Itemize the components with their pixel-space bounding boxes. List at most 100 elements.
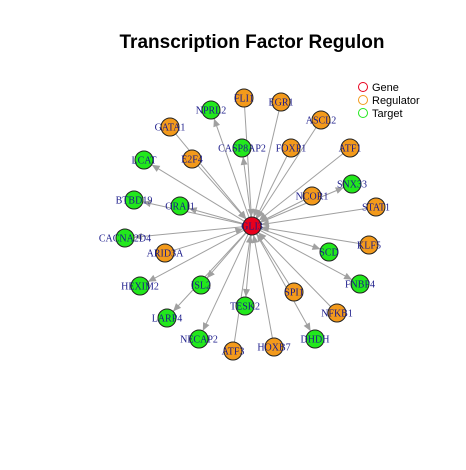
edge-gene-to-snx33 <box>260 187 344 223</box>
edge-gene-to-fnbp4 <box>259 229 353 281</box>
regulator-node-klf5[interactable]: KLF5 <box>357 235 381 255</box>
target-node-tesk2-circle <box>235 296 255 316</box>
regulator-node-fli1-label: FLI1 <box>234 94 254 105</box>
target-node-scd-circle <box>319 242 339 262</box>
edge-gene-to-lcat <box>151 164 245 222</box>
regulator-node-spi1[interactable]: SPI1 <box>284 282 304 302</box>
regulator-node-foxp1-circle <box>281 138 301 158</box>
edge-egr1-to-gene <box>253 110 280 218</box>
target-node-casp8ap2[interactable]: CASP8AP2 <box>218 138 266 158</box>
edge-nfkb1-to-gene-arrowhead <box>258 232 267 241</box>
target-node-snx33-circle <box>342 174 362 194</box>
target-node-cacna2d4-circle <box>115 228 135 248</box>
regulator-node-fli1-circle <box>234 88 254 108</box>
edge-ascl2-to-gene <box>256 127 317 219</box>
target-node-isl2-circle <box>191 275 211 295</box>
regulator-node-atf1-label: ATF1 <box>339 144 362 155</box>
regulator-node-ascl2-label: ASCL2 <box>306 116 337 127</box>
edges <box>133 106 368 343</box>
edge-atf1-to-gene <box>258 153 344 221</box>
target-node-cacna2d4[interactable]: CACNA2D4 <box>99 228 151 248</box>
regulator-node-nfkb1-circle <box>327 303 347 323</box>
target-node-nprl2[interactable]: NPRL2 <box>196 100 227 120</box>
gene-node-gli3-label: GLI3 <box>241 222 263 233</box>
regulator-node-stat1-circle <box>366 197 386 217</box>
target-node-tesk2[interactable]: TESK2 <box>230 296 260 316</box>
edge-e2f4-to-gene-arrowhead <box>238 211 246 220</box>
edge-gene-to-necap2 <box>202 233 249 332</box>
target-node-fnbp4-label: FNBP4 <box>345 280 375 291</box>
target-node-casp8ap2-label: CASP8AP2 <box>218 144 266 155</box>
edge-gene-to-larp4 <box>172 232 247 312</box>
target-node-necap2[interactable]: NECAP2 <box>180 329 218 349</box>
regulator-node-egr1[interactable]: EGR1 <box>269 92 294 112</box>
edge-gene-to-hexim2 <box>147 229 245 283</box>
regulator-node-hoxb7-label: HOXB7 <box>257 343 290 354</box>
regulator-node-atf1[interactable]: ATF1 <box>339 138 362 158</box>
edge-hoxb7-to-gene <box>253 234 273 339</box>
legend-regulator-label: Regulator <box>372 95 420 107</box>
regulator-node-klf5-label: KLF5 <box>357 241 381 252</box>
edge-gene-to-larp4-arrowhead <box>173 303 182 312</box>
target-node-snx33-label: SNX33 <box>337 180 367 191</box>
regulator-node-nfkb1[interactable]: NFKB1 <box>321 303 353 323</box>
regulator-node-hoxb7-circle <box>264 337 284 357</box>
legend-gene-swatch <box>358 82 368 92</box>
regulator-node-foxp1-label: FOXP1 <box>276 144 307 155</box>
regulator-node-ascl2[interactable]: ASCL2 <box>306 110 337 130</box>
edge-gene-to-fnbp4-arrowhead <box>343 272 353 280</box>
target-node-dhdh-label: DHDH <box>301 335 330 346</box>
regulator-node-gata1-label: GATA1 <box>155 123 186 134</box>
target-node-hexim2[interactable]: HEXIM2 <box>121 276 159 296</box>
edge-gene-to-casp8ap2-arrowhead <box>240 156 248 166</box>
regulator-node-hoxb7[interactable]: HOXB7 <box>257 337 291 357</box>
regulator-node-egr1-label: EGR1 <box>269 98 294 109</box>
edge-ncor1-to-gene <box>259 199 305 223</box>
regulator-node-e2f4[interactable]: E2F4 <box>181 149 203 169</box>
regulator-node-arid3a[interactable]: ARID3A <box>147 243 184 263</box>
target-node-snx33[interactable]: SNX33 <box>337 174 367 194</box>
edge-fli1-to-gene <box>244 106 252 218</box>
regulator-node-gata1[interactable]: GATA1 <box>155 117 186 137</box>
target-node-orai1[interactable]: ORAI1 <box>165 196 195 216</box>
target-node-scd[interactable]: SCD <box>319 242 339 262</box>
edge-arid3a-to-gene <box>173 228 244 251</box>
regulator-node-ncor1[interactable]: NCOR1 <box>296 186 329 206</box>
edge-gene-to-snx33-arrowhead <box>335 187 344 194</box>
regulator-node-e2f4-circle <box>182 149 202 169</box>
regulator-node-egr1-circle <box>271 92 291 112</box>
edge-gene-to-orai1-arrowhead <box>188 207 198 214</box>
legend-target-swatch <box>358 108 368 118</box>
edge-e2f4-to-gene <box>197 165 247 220</box>
regulator-node-ncor1-label: NCOR1 <box>296 192 329 203</box>
target-node-nprl2-circle <box>201 100 221 120</box>
edge-spi1-to-gene <box>256 233 290 285</box>
edge-foxp1-to-gene-arrowhead <box>256 209 263 218</box>
regulator-node-atf3[interactable]: ATF3 <box>222 341 245 361</box>
target-node-scd-label: SCD <box>319 248 338 259</box>
target-node-casp8ap2-circle <box>232 138 252 158</box>
target-node-larp4[interactable]: LARP4 <box>152 308 183 328</box>
target-node-tesk2-label: TESK2 <box>230 302 260 313</box>
target-node-hexim2-label: HEXIM2 <box>121 282 159 293</box>
target-node-fnbp4[interactable]: FNBP4 <box>345 274 375 294</box>
regulator-node-fli1[interactable]: FLI1 <box>234 88 254 108</box>
edge-gene-to-nprl2-arrowhead <box>213 118 220 128</box>
regulator-node-nfkb1-label: NFKB1 <box>321 309 353 320</box>
target-node-orai1-label: ORAI1 <box>165 202 194 213</box>
regulator-node-arid3a-label: ARID3A <box>147 249 184 260</box>
target-node-cacna2d4-label: CACNA2D4 <box>99 234 151 245</box>
target-node-btbd19[interactable]: BTBD19 <box>116 190 153 210</box>
edge-klf5-to-gene <box>260 226 361 245</box>
target-node-dhdh[interactable]: DHDH <box>301 329 330 349</box>
edge-gene-to-lcat-arrowhead <box>151 164 161 172</box>
target-node-isl2[interactable]: ISL2 <box>191 275 211 295</box>
gene-node-gli3[interactable]: GLI3 <box>241 216 263 236</box>
edge-gene-to-scd <box>260 228 321 250</box>
edge-fli1-to-gene-arrowhead <box>247 208 255 217</box>
regulator-node-foxp1[interactable]: FOXP1 <box>276 138 307 158</box>
regulator-node-stat1[interactable]: STAT1 <box>362 197 390 217</box>
edge-stat1-to-gene <box>260 207 368 226</box>
edge-gene-to-tesk2-arrowhead <box>243 288 250 297</box>
target-node-lcat[interactable]: LCAT <box>132 150 157 170</box>
